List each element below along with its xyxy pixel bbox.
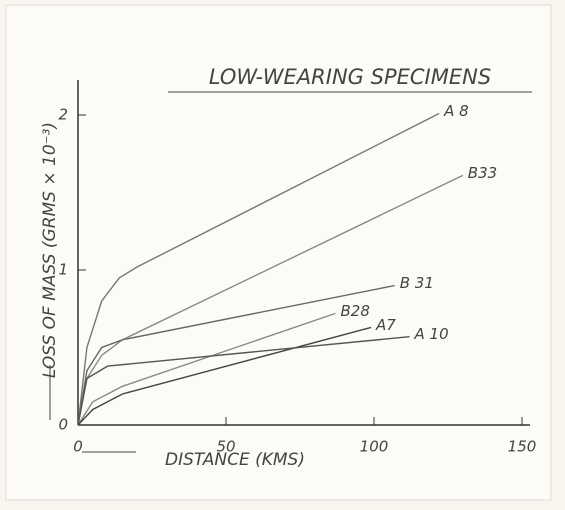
x-tick-label: 100 xyxy=(360,438,389,456)
x-tick-label: 0 xyxy=(73,438,83,456)
series-line xyxy=(77,336,410,426)
card xyxy=(5,4,552,501)
series-label: A7 xyxy=(375,316,396,334)
series-line xyxy=(77,326,372,426)
series-label: B33 xyxy=(468,164,497,182)
series-label: A 8 xyxy=(443,102,469,120)
y-axis-label: LOSS OF MASS (GRMS × 10⁻³) xyxy=(40,122,60,378)
chart-title: LOW-WEARING SPECIMENS xyxy=(209,65,491,89)
y-tick-label: 0 xyxy=(58,416,68,434)
series-line xyxy=(77,112,440,426)
series-label: B 31 xyxy=(400,274,434,292)
x-tick-label: 50 xyxy=(216,438,235,456)
y-tick-label: 1 xyxy=(58,261,68,279)
x-axis-label: DISTANCE (KMS) xyxy=(165,450,305,470)
x-tick-label: 150 xyxy=(508,438,537,456)
series-label: B28 xyxy=(341,302,370,320)
series-line xyxy=(77,284,395,426)
series-line xyxy=(77,312,336,426)
series-label: A 10 xyxy=(414,325,449,343)
y-tick-label: 2 xyxy=(58,106,68,124)
